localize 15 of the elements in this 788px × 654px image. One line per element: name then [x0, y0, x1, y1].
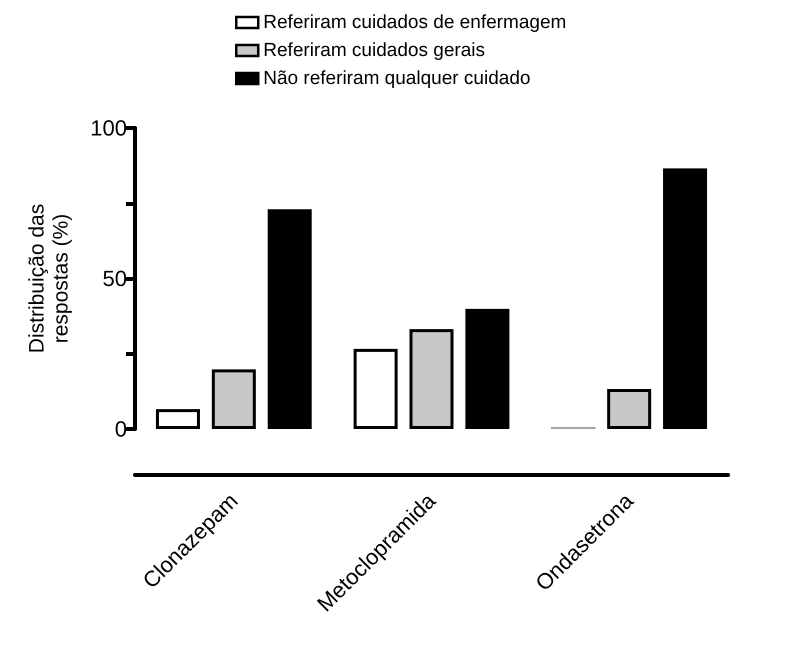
- bar: [410, 329, 454, 429]
- y-axis-title: Distribuição das respostas (%): [26, 204, 72, 354]
- legend-label: Não referiram qualquer cuidado: [263, 68, 530, 89]
- bar: [465, 308, 510, 429]
- bar: [156, 409, 200, 429]
- legend-label: Referiram cuidados de enfermagem: [263, 12, 566, 33]
- bar: [212, 369, 256, 429]
- bar: [607, 388, 652, 429]
- y-tick-label: 0: [114, 416, 127, 442]
- y-tick-label: 50: [102, 266, 127, 291]
- bar: [354, 348, 398, 429]
- bar: [663, 168, 708, 429]
- bar: [268, 209, 312, 429]
- legend-label: Referiram cuidados gerais: [263, 40, 486, 61]
- y-tick-label: 100: [90, 116, 127, 140]
